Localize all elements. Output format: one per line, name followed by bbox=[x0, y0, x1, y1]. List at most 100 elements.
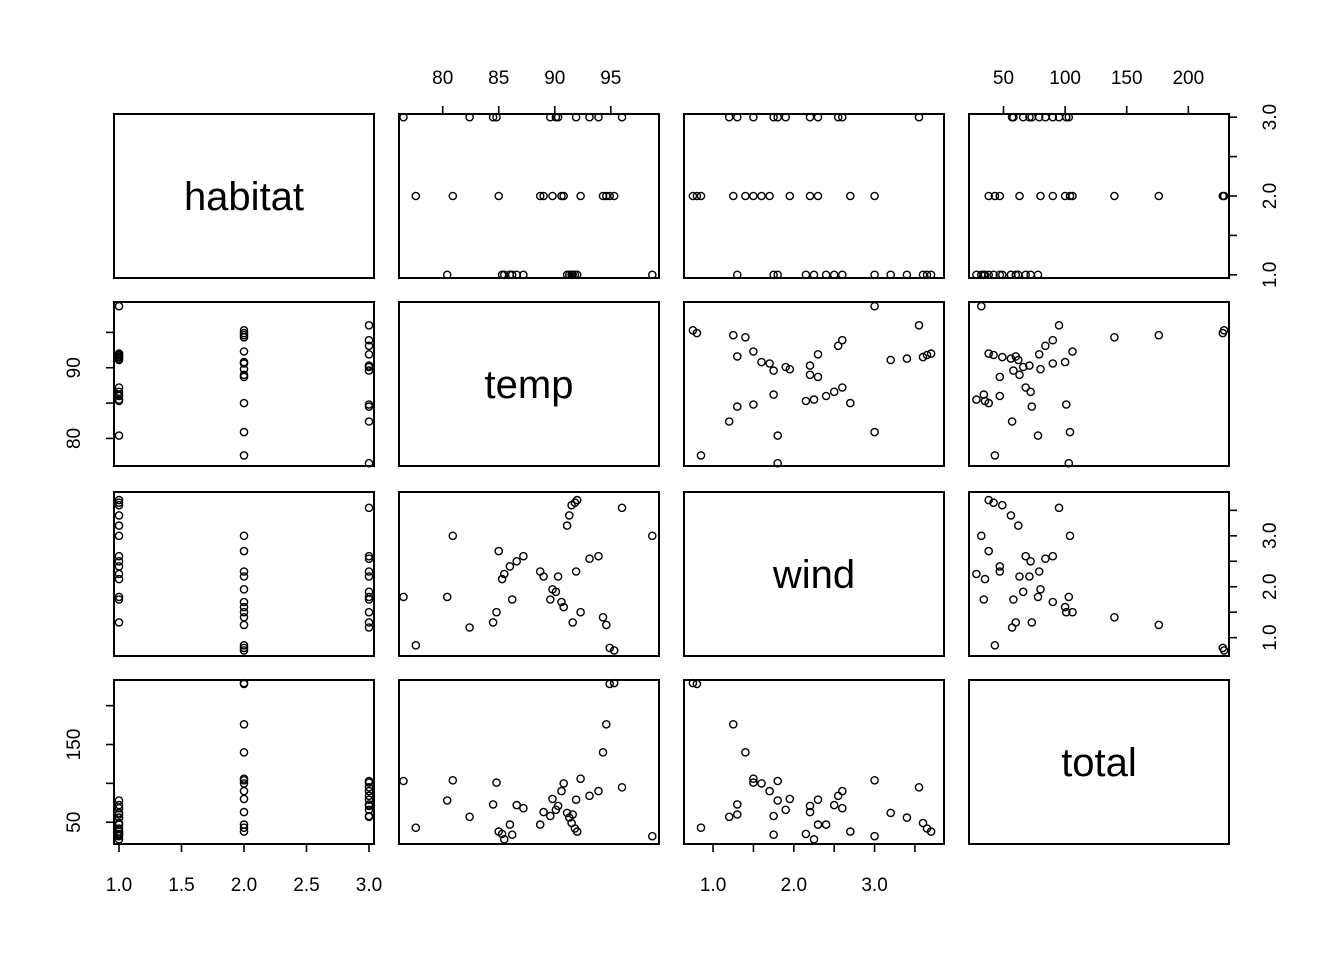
point-wind-total-2 bbox=[989, 498, 998, 508]
point-wind-total-37 bbox=[1064, 592, 1074, 602]
left-tick-label-temp-0: 80 bbox=[64, 428, 85, 449]
point-habitat-temp-34 bbox=[492, 112, 501, 122]
point-temp-total-30 bbox=[1034, 349, 1044, 359]
point-temp-total-23 bbox=[995, 372, 1005, 382]
point-habitat-total-2 bbox=[989, 270, 998, 280]
point-temp-wind-27 bbox=[914, 320, 924, 330]
point-wind-habitat-25 bbox=[239, 531, 249, 541]
point-total-habitat-26 bbox=[239, 823, 249, 833]
point-wind-habitat-9 bbox=[114, 569, 124, 579]
point-temp-habitat-36 bbox=[364, 417, 374, 426]
point-habitat-wind-31 bbox=[805, 112, 815, 122]
panel-frame-total-wind bbox=[683, 679, 945, 845]
point-habitat-temp-28 bbox=[594, 112, 603, 122]
point-temp-wind-19 bbox=[757, 357, 766, 367]
point-wind-temp-26 bbox=[411, 641, 421, 650]
point-wind-temp-27 bbox=[617, 503, 627, 513]
point-total-habitat-7 bbox=[114, 800, 124, 810]
point-wind-temp-24 bbox=[494, 546, 504, 556]
point-temp-wind-26 bbox=[696, 451, 706, 460]
point-habitat-total-26 bbox=[990, 191, 1000, 201]
point-wind-habitat-16 bbox=[239, 620, 249, 630]
point-total-temp-8 bbox=[505, 820, 515, 829]
right-tick-label-habitat-2: 3.0 bbox=[1260, 104, 1281, 130]
point-temp-total-27 bbox=[1054, 320, 1064, 330]
point-wind-temp-4 bbox=[565, 511, 574, 520]
point-temp-total-8 bbox=[995, 391, 1005, 401]
point-total-habitat-28 bbox=[364, 786, 374, 796]
point-temp-habitat-12 bbox=[114, 390, 124, 399]
point-wind-total-29 bbox=[1041, 554, 1050, 564]
point-wind-total-22 bbox=[1015, 572, 1024, 581]
point-total-wind-15 bbox=[692, 679, 702, 689]
point-wind-habitat-26 bbox=[239, 641, 249, 650]
point-habitat-total-17 bbox=[1110, 191, 1119, 201]
bottom-tick-label-habitat-3: 2.5 bbox=[293, 875, 319, 896]
point-wind-temp-3 bbox=[567, 500, 576, 510]
point-temp-wind-10 bbox=[801, 396, 811, 406]
point-total-temp-34 bbox=[492, 778, 501, 787]
point-temp-wind-13 bbox=[733, 352, 742, 361]
point-wind-total-28 bbox=[1048, 551, 1058, 561]
point-total-wind-10 bbox=[801, 829, 811, 839]
point-temp-total-15 bbox=[1218, 328, 1228, 338]
top-tick-label-temp-2: 90 bbox=[544, 68, 565, 89]
variable-label-total: total bbox=[1061, 741, 1137, 785]
point-habitat-wind-9 bbox=[809, 270, 819, 280]
panel-temp-vs-total bbox=[972, 301, 1229, 468]
point-habitat-temp-22 bbox=[539, 191, 548, 201]
point-wind-temp-7 bbox=[512, 557, 522, 566]
panel-frame-habitat-habitat bbox=[113, 113, 375, 279]
point-habitat-wind-2 bbox=[922, 270, 932, 280]
point-habitat-wind-32 bbox=[781, 112, 791, 122]
point-habitat-temp-25 bbox=[448, 191, 458, 201]
point-wind-temp-16 bbox=[602, 620, 611, 630]
point-habitat-total-32 bbox=[1018, 112, 1028, 122]
point-temp-total-9 bbox=[972, 395, 981, 404]
point-habitat-temp-16 bbox=[602, 191, 611, 201]
point-wind-total-9 bbox=[972, 569, 981, 579]
point-total-habitat-20 bbox=[239, 786, 249, 796]
point-temp-total-28 bbox=[1048, 335, 1058, 345]
point-wind-total-25 bbox=[1065, 531, 1075, 541]
point-habitat-wind-5 bbox=[886, 270, 896, 280]
point-habitat-wind-8 bbox=[821, 270, 831, 280]
panel-wind-vs-habitat bbox=[114, 495, 374, 655]
point-habitat-total-37 bbox=[1064, 112, 1074, 122]
point-habitat-wind-21 bbox=[785, 191, 795, 201]
point-temp-habitat-24 bbox=[239, 398, 249, 408]
point-wind-total-12 bbox=[979, 595, 989, 604]
panel-frame-habitat-temp bbox=[398, 113, 660, 279]
point-wind-temp-18 bbox=[576, 607, 585, 617]
point-habitat-wind-26 bbox=[696, 191, 706, 201]
point-wind-total-24 bbox=[984, 546, 994, 556]
point-wind-temp-33 bbox=[546, 595, 555, 604]
point-total-wind-29 bbox=[833, 791, 843, 801]
point-habitat-total-24 bbox=[984, 191, 994, 201]
point-temp-wind-24 bbox=[846, 398, 855, 408]
point-wind-total-20 bbox=[1048, 597, 1058, 607]
point-total-temp-25 bbox=[448, 776, 458, 785]
point-total-temp-30 bbox=[571, 795, 581, 805]
point-temp-wind-32 bbox=[781, 362, 791, 372]
point-wind-habitat-12 bbox=[114, 595, 124, 604]
point-temp-habitat-13 bbox=[114, 352, 124, 361]
point-total-temp-5 bbox=[562, 808, 572, 818]
point-temp-total-36 bbox=[1007, 417, 1017, 426]
point-wind-habitat-2 bbox=[114, 498, 124, 508]
point-total-wind-14 bbox=[688, 678, 698, 688]
point-wind-temp-11 bbox=[442, 592, 452, 602]
point-total-temp-36 bbox=[465, 812, 474, 822]
point-habitat-total-20 bbox=[1048, 191, 1058, 201]
point-total-temp-13 bbox=[568, 810, 578, 819]
point-total-wind-26 bbox=[696, 823, 706, 833]
point-total-temp-20 bbox=[557, 786, 566, 796]
top-tick-label-total-1: 100 bbox=[1049, 68, 1081, 89]
point-habitat-wind-27 bbox=[914, 112, 924, 122]
point-temp-total-16 bbox=[1154, 330, 1164, 340]
point-wind-habitat-21 bbox=[239, 585, 249, 594]
point-temp-habitat-25 bbox=[239, 427, 249, 437]
bottom-tick-label-habitat-2: 2.0 bbox=[231, 875, 257, 896]
point-habitat-wind-29 bbox=[833, 112, 843, 122]
point-habitat-total-29 bbox=[1041, 112, 1050, 122]
